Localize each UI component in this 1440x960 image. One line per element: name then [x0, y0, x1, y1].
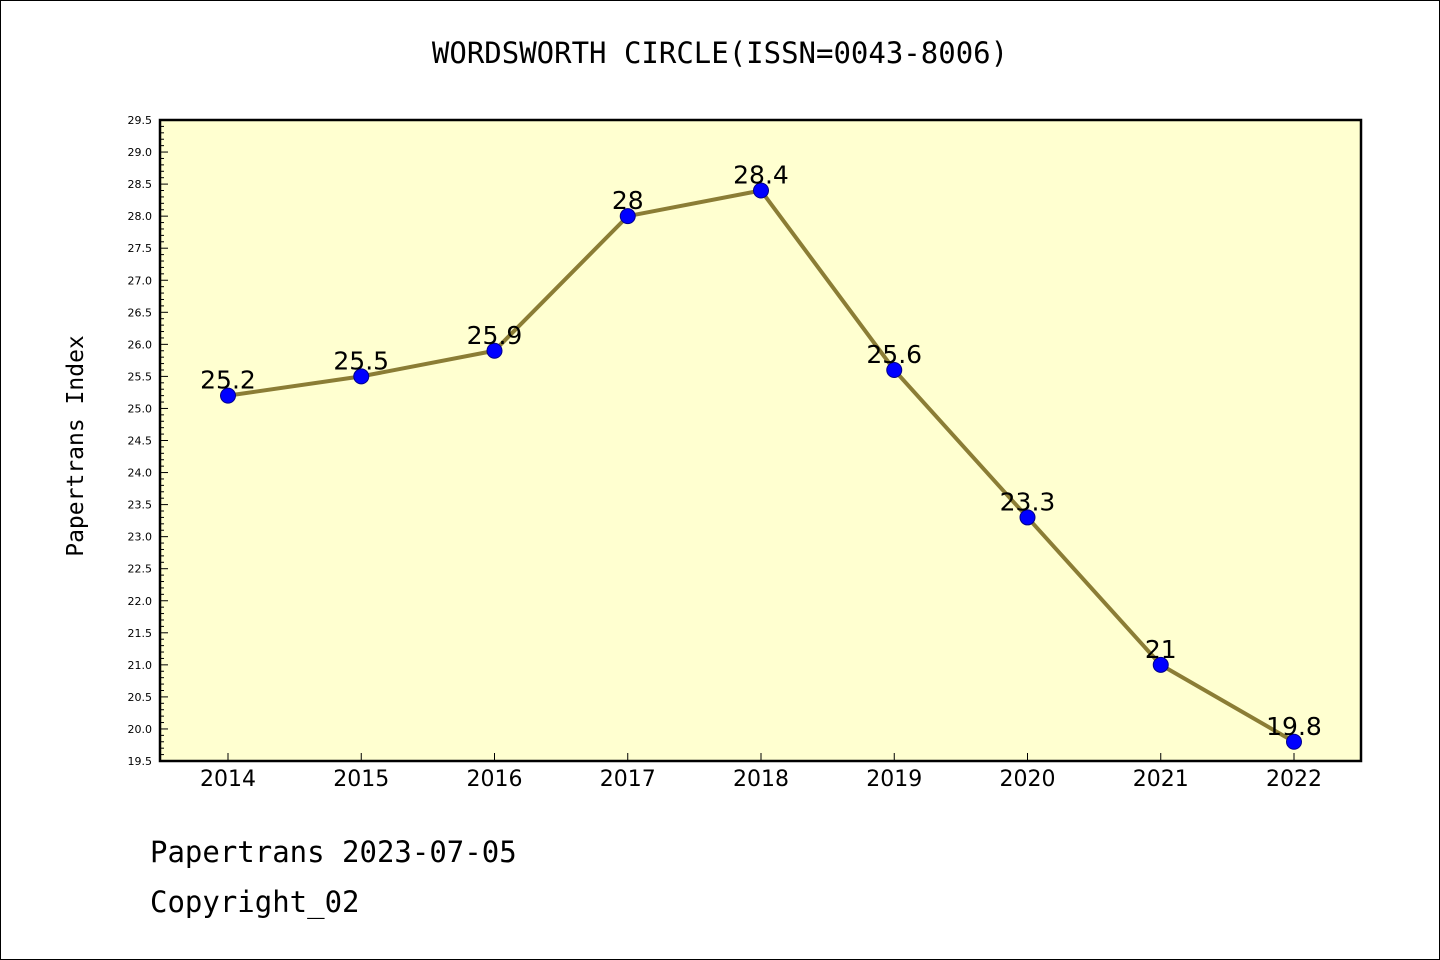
data-label: 25.2	[200, 366, 256, 395]
data-label: 25.5	[333, 346, 389, 375]
chart-title: WORDSWORTH CIRCLE(ISSN=0043-8006)	[431, 36, 1009, 70]
y-tick-label: 25.0	[128, 402, 153, 415]
x-tick-label: 2021	[1133, 767, 1189, 792]
y-tick-label: 28.0	[128, 210, 153, 223]
x-tick-label: 2016	[467, 767, 523, 792]
x-tick-label: 2022	[1266, 767, 1322, 792]
data-point	[486, 342, 503, 359]
data-label: 28	[612, 186, 644, 215]
data-point	[1152, 656, 1169, 673]
data-label: 25.9	[467, 321, 523, 350]
y-tick-label: 24.5	[128, 435, 153, 448]
data-labels: 25.2 25.5 25.9 28 28.4 25.6 23.3 21 19.8	[200, 161, 1322, 741]
y-tick-label: 28.5	[128, 178, 153, 191]
y-tick-label: 26.0	[128, 338, 153, 351]
data-point	[1286, 733, 1302, 750]
data-label: 19.8	[1266, 712, 1322, 741]
data-points	[220, 182, 1302, 750]
y-tick-label: 27.0	[128, 274, 153, 287]
y-tick-label: 27.5	[128, 242, 153, 255]
y-tick-label: 21.5	[128, 627, 153, 640]
y-tick-label: 23.0	[128, 531, 153, 544]
y-axis: 19.5 20.0 20.5 21.0 21.5 22.0 22.5 23.0 23.5 24.0…	[128, 114, 168, 768]
data-point	[220, 387, 236, 404]
data-point	[619, 208, 636, 225]
plot-area	[160, 120, 1361, 761]
y-tick-label: 24.0	[128, 467, 153, 480]
plot-border	[158, 118, 1363, 763]
x-tick-label: 2019	[866, 767, 922, 792]
footer-copyright: Copyright_02	[150, 885, 360, 919]
x-tick-label: 2015	[333, 767, 389, 792]
footer-date: Papertrans 2023-07-05	[150, 835, 517, 869]
x-tick-label: 2018	[733, 767, 789, 792]
data-label: 25.6	[866, 340, 922, 369]
y-tick-label: 22.0	[128, 595, 153, 608]
y-tick-label: 20.5	[128, 691, 153, 704]
y-tick-label: 21.0	[128, 659, 153, 672]
y-tick-label: 29.5	[128, 114, 153, 127]
data-point	[753, 182, 769, 199]
data-point	[886, 361, 903, 378]
y-tick-label: 23.5	[128, 499, 153, 512]
y-tick-label: 29.0	[128, 146, 153, 159]
data-label: 21	[1145, 635, 1177, 664]
data-label: 28.4	[733, 161, 789, 190]
data-point	[1019, 509, 1036, 526]
y-tick-label: 20.0	[128, 723, 153, 736]
y-tick-label: 22.5	[128, 563, 153, 576]
x-tick-label: 2014	[200, 767, 256, 792]
y-tick-label: 26.5	[128, 306, 153, 319]
data-point	[353, 368, 370, 385]
data-label: 23.3	[1000, 487, 1056, 516]
x-tick-label: 2020	[1000, 767, 1056, 792]
y-tick-label: 19.5	[128, 755, 153, 768]
x-axis: 2014 2015 2016 2017 2018 2019 2020 2021 2022	[200, 753, 1322, 792]
x-tick-label: 2017	[600, 767, 656, 792]
y-tick-label: 25.5	[128, 370, 153, 383]
